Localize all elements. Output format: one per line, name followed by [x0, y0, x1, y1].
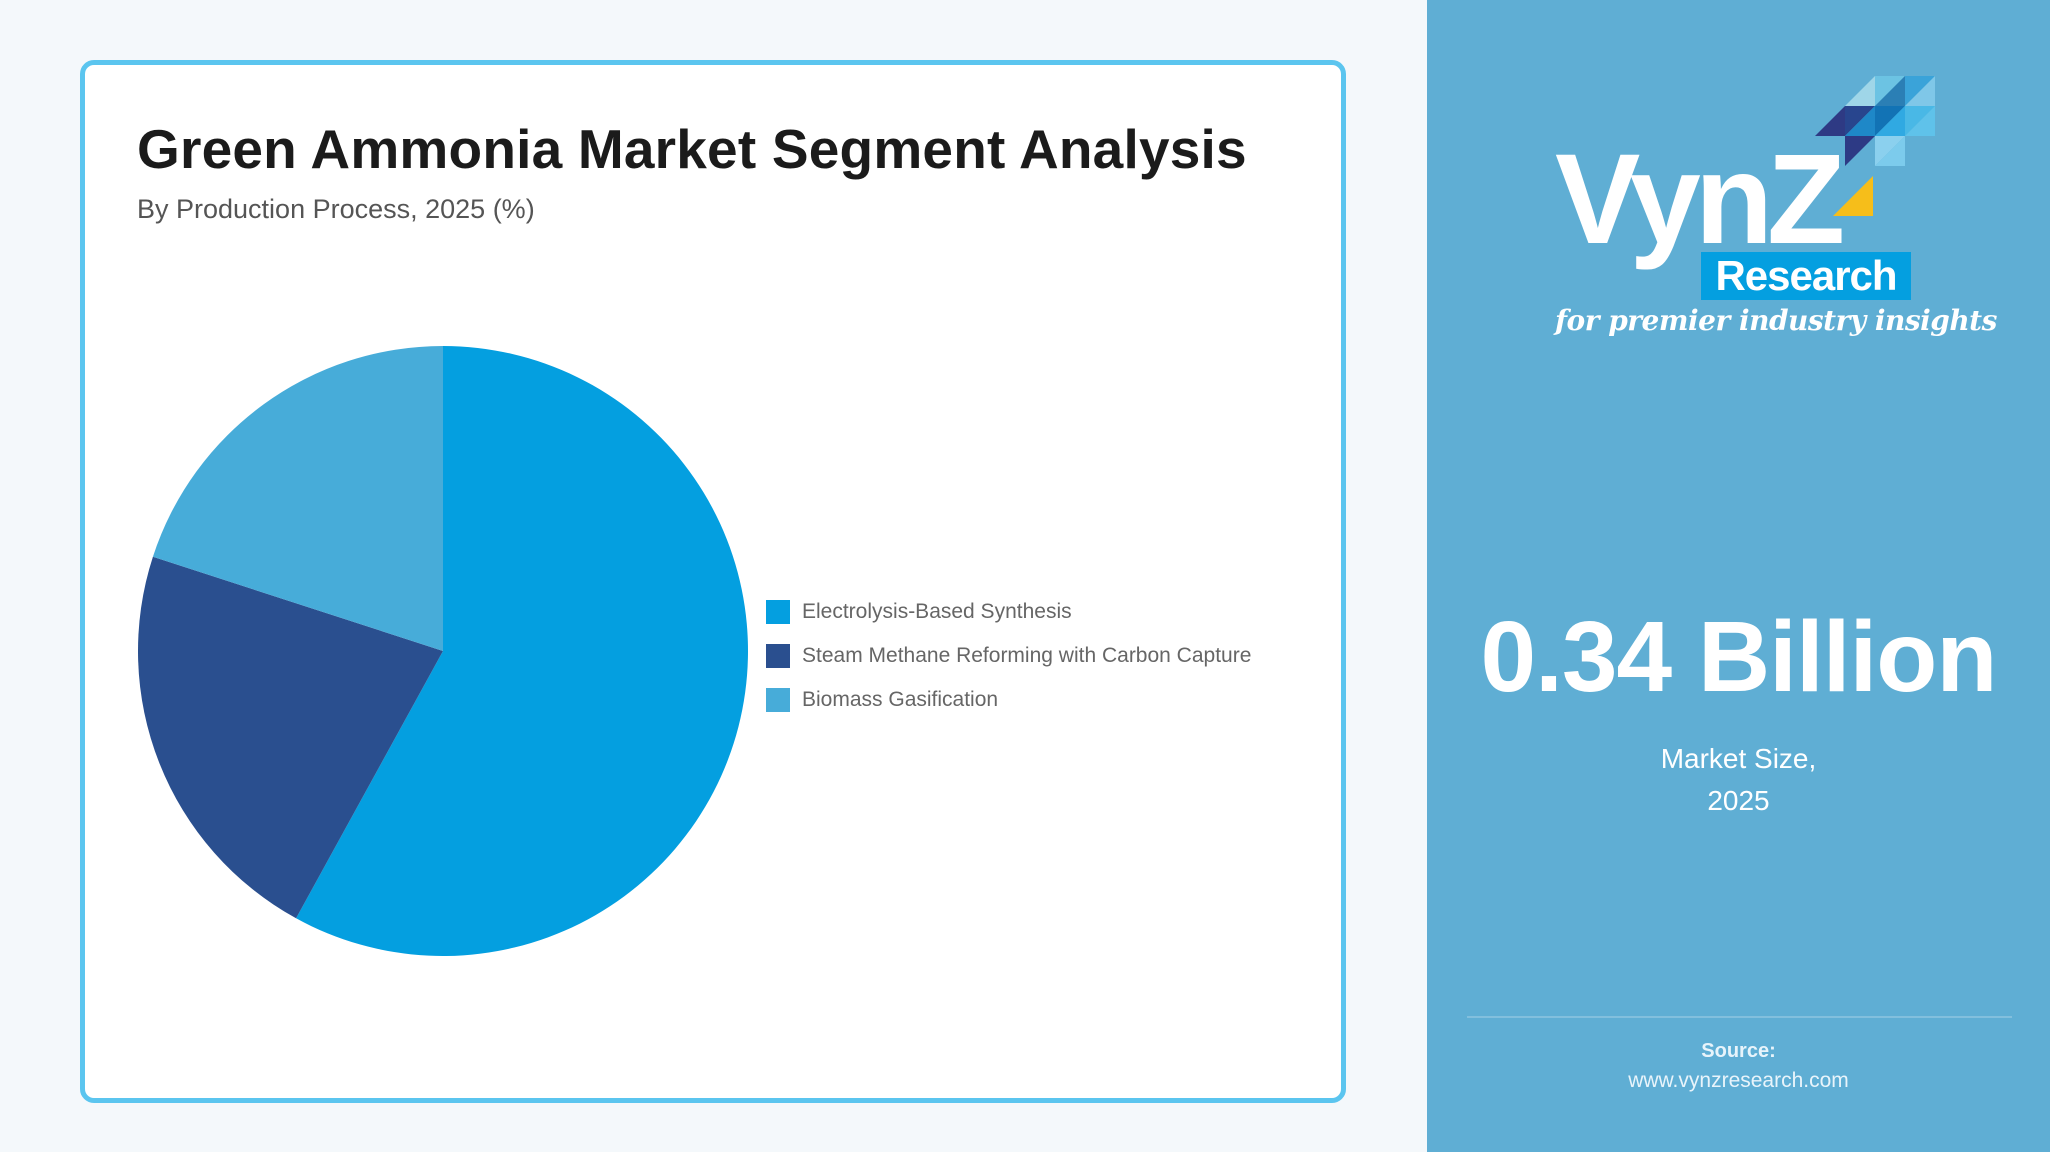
legend-label: Electrolysis-Based Synthesis [802, 600, 1072, 623]
source-url: www.vynzresearch.com [1628, 1069, 1849, 1092]
logo-triangle-mosaic-icon [1815, 76, 1935, 166]
vynz-research-logo: VynZ Research for premier industry insig… [1555, 76, 1997, 356]
legend-item-electrolysis: Electrolysis-Based Synthesis [766, 590, 1251, 634]
market-size-year: 2025 [1707, 785, 1770, 816]
divider [1467, 1016, 2012, 1018]
logo-wordmark: VynZ [1555, 128, 1845, 271]
pie-slice [138, 556, 443, 919]
chart-title: Green Ammonia Market Segment Analysis [137, 118, 1247, 180]
chart-subtitle: By Production Process, 2025 (%) [137, 194, 535, 224]
pie-slice [152, 346, 443, 651]
chart-legend: Electrolysis-Based Synthesis Steam Metha… [766, 590, 1251, 722]
pie-chart [138, 345, 748, 956]
source-label: Source: [1701, 1040, 1776, 1062]
legend-swatch [766, 600, 790, 624]
legend-item-steam-methane: Steam Methane Reforming with Carbon Capt… [766, 634, 1251, 678]
legend-swatch [766, 688, 790, 712]
legend-label: Biomass Gasification [802, 688, 999, 711]
market-size-label: Market Size, 2025 [1427, 738, 2050, 822]
logo-tagline: for premier industry insights [1555, 304, 1997, 337]
market-size-label-line1: Market Size, [1660, 743, 1817, 774]
logo-yellow-triangle-icon [1833, 176, 1873, 216]
sidebar: VynZ Research for premier industry insig… [1427, 0, 2050, 1152]
market-size-value: 0.34 Billion [1480, 601, 1998, 713]
chart-card: Green Ammonia Market Segment Analysis By… [80, 60, 1346, 1103]
legend-label: Steam Methane Reforming with Carbon Capt… [802, 644, 1252, 667]
logo-research-badge: Research [1701, 252, 1911, 300]
legend-swatch [766, 644, 790, 668]
legend-item-biomass: Biomass Gasification [766, 678, 1251, 722]
pie-slice [296, 345, 748, 956]
